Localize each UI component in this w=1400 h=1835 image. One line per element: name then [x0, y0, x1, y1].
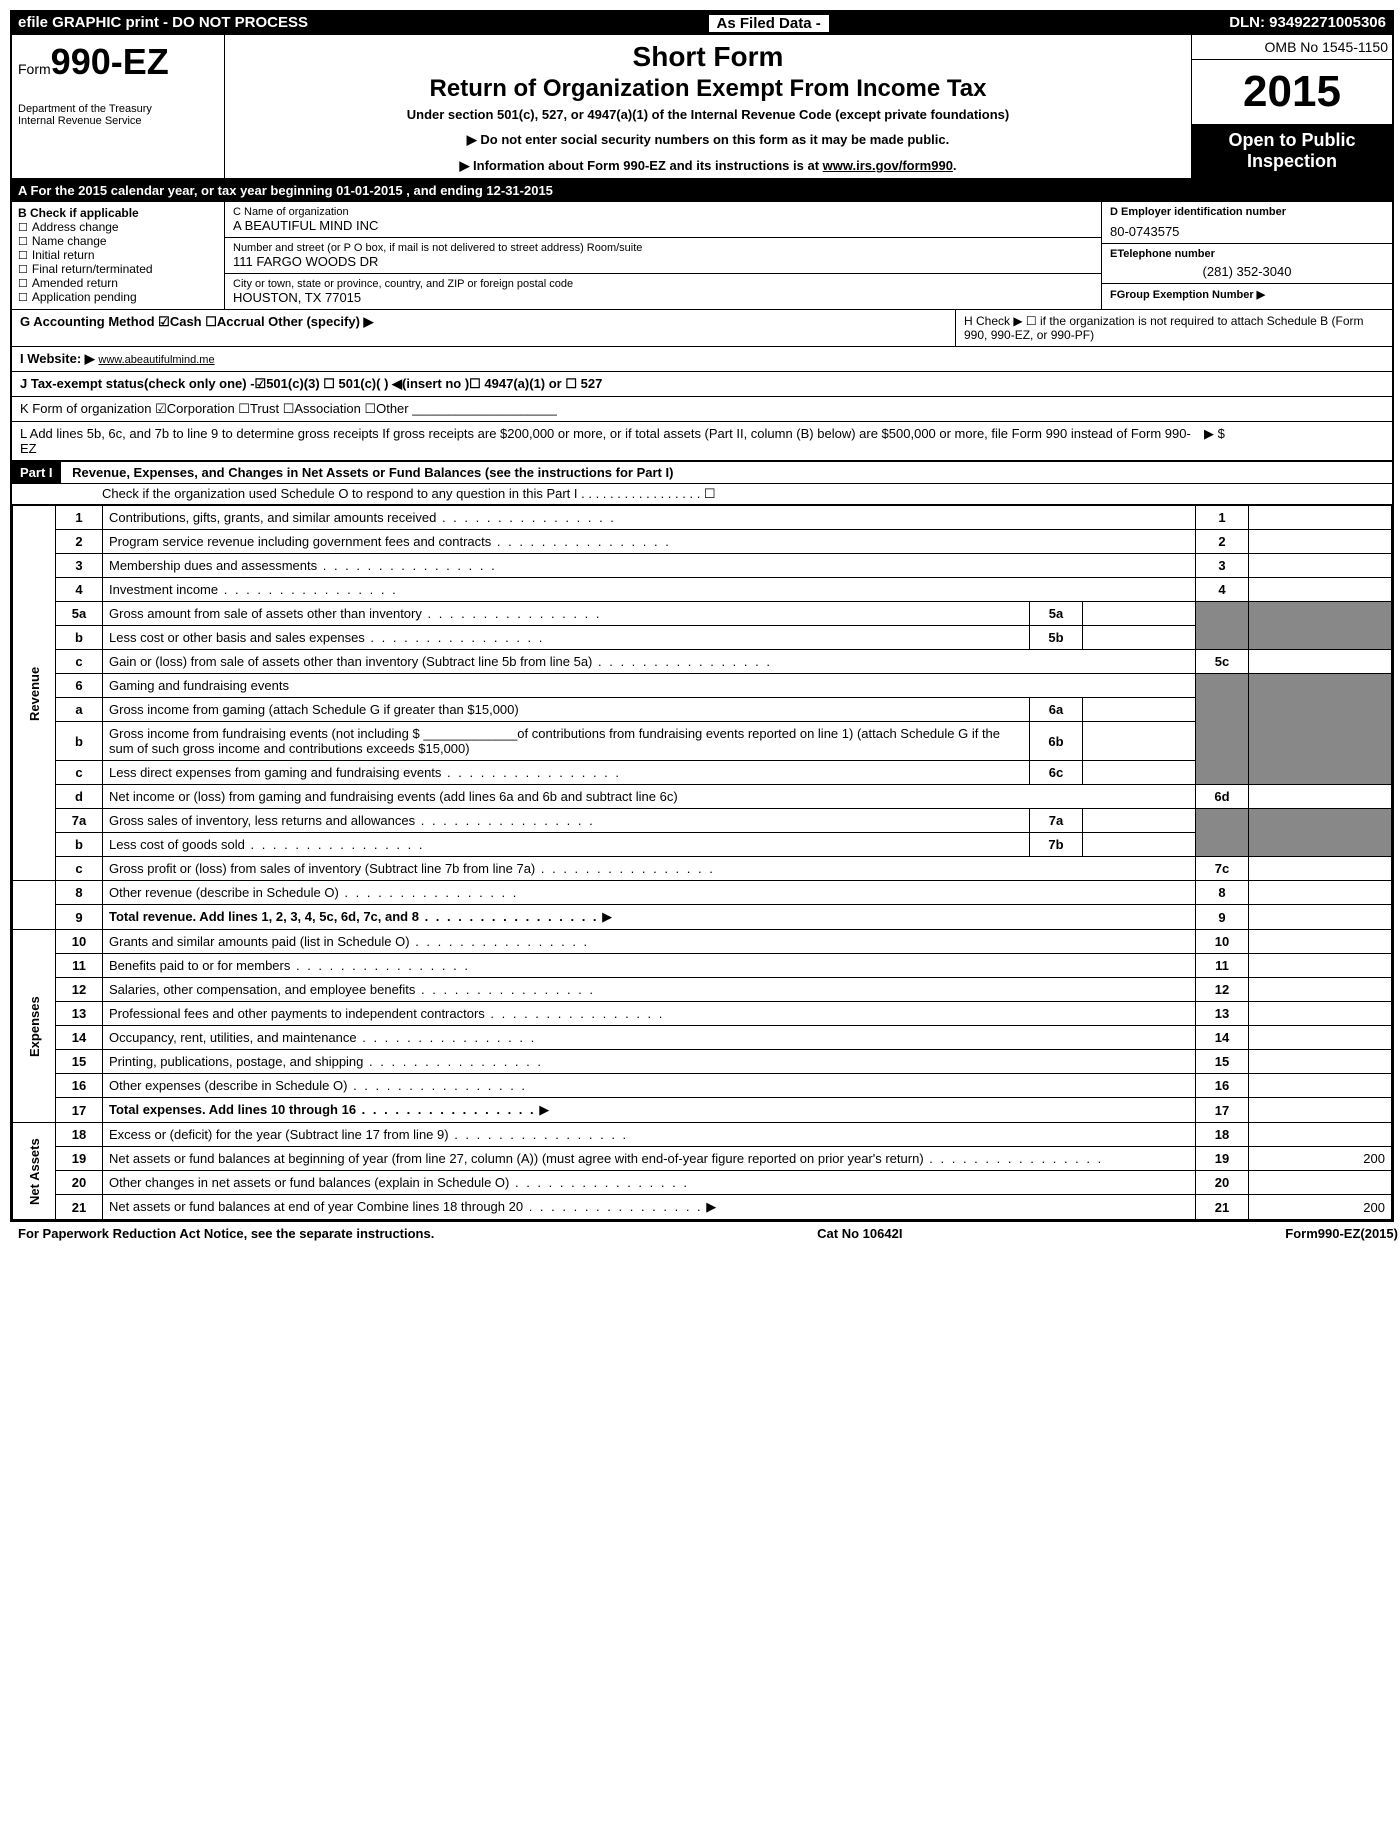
- header-mid: Short Form Return of Organization Exempt…: [225, 35, 1191, 178]
- dept1: Department of the Treasury: [18, 103, 218, 115]
- note1: ▶ Do not enter social security numbers o…: [235, 132, 1181, 148]
- footer-mid: Cat No 10642I: [817, 1226, 902, 1241]
- top-left: efile GRAPHIC print - DO NOT PROCESS: [18, 14, 308, 33]
- line19-amount: 200: [1249, 1147, 1392, 1171]
- line-g: G Accounting Method ☑Cash ☐Accrual Other…: [12, 310, 956, 346]
- street-label: Number and street (or P O box, if mail i…: [233, 242, 1093, 254]
- tax-year: 2015: [1192, 60, 1392, 124]
- part1-header: Part I Revenue, Expenses, and Changes in…: [12, 461, 1392, 505]
- chk-name[interactable]: Name change: [18, 234, 218, 248]
- part1-check: Check if the organization used Schedule …: [12, 483, 1392, 504]
- top-right: DLN: 93492271005306: [1229, 14, 1386, 33]
- line-l: L Add lines 5b, 6c, and 7b to line 9 to …: [12, 422, 1392, 461]
- title2: Return of Organization Exempt From Incom…: [235, 75, 1181, 103]
- top-center: As Filed Data -: [708, 14, 830, 33]
- col-def: D Employer identification number 80-0743…: [1101, 202, 1392, 309]
- header-right: OMB No 1545-1150 2015 Open to Public Ins…: [1191, 35, 1392, 178]
- header: Form990-EZ Department of the Treasury In…: [12, 35, 1392, 180]
- col-c: C Name of organization A BEAUTIFUL MIND …: [225, 202, 1101, 309]
- e-label: ETelephone number: [1110, 248, 1215, 260]
- chk-address[interactable]: Address change: [18, 220, 218, 234]
- page-footer: For Paperwork Reduction Act Notice, see …: [10, 1222, 1400, 1245]
- netassets-label: Net Assets: [13, 1123, 56, 1220]
- form-prefix: Form: [18, 61, 51, 77]
- col-b: B Check if applicable Address change Nam…: [12, 202, 225, 309]
- org-street: 111 FARGO WOODS DR: [233, 254, 1093, 269]
- chk-amended[interactable]: Amended return: [18, 276, 218, 290]
- row-a: A For the 2015 calendar year, or tax yea…: [12, 180, 1392, 202]
- phone: (281) 352-3040: [1110, 264, 1384, 279]
- omb: OMB No 1545-1150: [1192, 35, 1392, 60]
- line-j: J Tax-exempt status(check only one) -☑50…: [12, 372, 1392, 397]
- website-link[interactable]: www.abeautifulmind.me: [98, 354, 214, 366]
- ein: 80-0743575: [1110, 224, 1384, 239]
- subtitle: Under section 501(c), 527, or 4947(a)(1)…: [235, 107, 1181, 122]
- note2: ▶ Information about Form 990-EZ and its …: [235, 158, 1181, 174]
- header-left: Form990-EZ Department of the Treasury In…: [12, 35, 225, 178]
- revenue-label: Revenue: [13, 506, 56, 881]
- chk-pending[interactable]: Application pending: [18, 290, 218, 304]
- org-city: HOUSTON, TX 77015: [233, 290, 1093, 305]
- form-page: efile GRAPHIC print - DO NOT PROCESS As …: [10, 10, 1394, 1222]
- irs-link[interactable]: www.irs.gov/form990: [823, 158, 953, 173]
- line-k: K Form of organization ☑Corporation ☐Tru…: [12, 397, 1392, 422]
- chk-final[interactable]: Final return/terminated: [18, 262, 218, 276]
- title1: Short Form: [235, 41, 1181, 73]
- f-label: FGroup Exemption Number ▶: [1110, 289, 1265, 301]
- dept2: Internal Revenue Service: [18, 115, 218, 127]
- line-h: H Check ▶ ☐ if the organization is not r…: [956, 310, 1392, 346]
- d-label: D Employer identification number: [1110, 206, 1286, 218]
- footer-left: For Paperwork Reduction Act Notice, see …: [18, 1226, 434, 1241]
- footer-right: Form990-EZ(2015): [1285, 1226, 1398, 1241]
- top-bar: efile GRAPHIC print - DO NOT PROCESS As …: [12, 12, 1392, 35]
- chk-initial[interactable]: Initial return: [18, 248, 218, 262]
- inspection: Open to Public Inspection: [1192, 124, 1392, 178]
- line-i: I Website: ▶ www.abeautifulmind.me: [12, 347, 1392, 372]
- org-name: A BEAUTIFUL MIND INC: [233, 218, 1093, 233]
- c-label: C Name of organization: [233, 206, 1093, 218]
- part1-label: Part I: [12, 462, 61, 483]
- form-number: 990-EZ: [51, 41, 169, 82]
- expenses-label: Expenses: [13, 930, 56, 1123]
- lines-table: Revenue 1 Contributions, gifts, grants, …: [12, 505, 1392, 1220]
- city-label: City or town, state or province, country…: [233, 278, 1093, 290]
- section-b: B Check if applicable Address change Nam…: [12, 202, 1392, 310]
- line21-amount: 200: [1249, 1195, 1392, 1220]
